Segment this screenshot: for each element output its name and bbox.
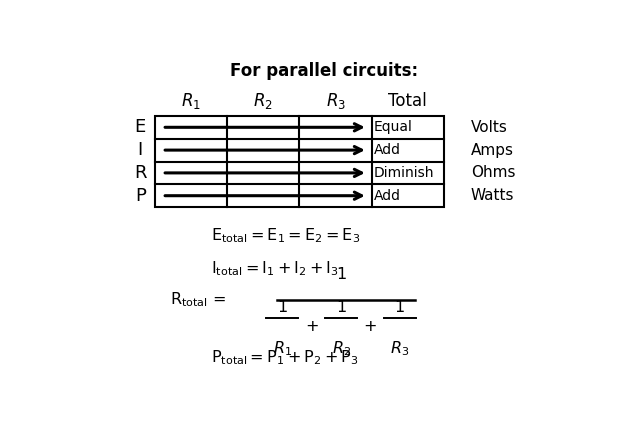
Text: Volts: Volts: [471, 120, 507, 135]
Text: Diminish: Diminish: [374, 166, 434, 180]
Text: $\mathregular{1}$: $\mathregular{1}$: [336, 266, 346, 282]
Text: +: +: [363, 319, 377, 335]
Bar: [155, 116, 444, 207]
Text: 1: 1: [336, 299, 346, 315]
Text: $\mathregular{E_{total} = E_1 = E_2 = E_3}$: $\mathregular{E_{total} = E_1 = E_2 = E_…: [211, 227, 361, 245]
Text: $\mathregular{P_{total} = P_1 + P_2 + P_3}$: $\mathregular{P_{total} = P_1 + P_2 + P_…: [211, 349, 359, 368]
Text: 1: 1: [277, 299, 288, 315]
Text: $R_2$: $R_2$: [253, 91, 273, 111]
Text: Total: Total: [389, 92, 427, 110]
Text: Ohms: Ohms: [471, 165, 515, 180]
Text: $R_2$: $R_2$: [332, 339, 351, 358]
Text: R: R: [134, 164, 147, 182]
Text: Add: Add: [374, 143, 401, 157]
Text: E: E: [135, 118, 146, 136]
Text: I: I: [138, 141, 143, 159]
Text: +: +: [305, 319, 319, 335]
Text: $R_3$: $R_3$: [390, 339, 410, 358]
Text: $\mathregular{R_{total}}$ =: $\mathregular{R_{total}}$ =: [169, 291, 226, 309]
Text: $\mathregular{I_{total} = I_1 + I_2 + I_3}$: $\mathregular{I_{total} = I_1 + I_2 + I_…: [211, 259, 339, 278]
Text: Add: Add: [374, 189, 401, 203]
Text: $R_1$: $R_1$: [181, 91, 201, 111]
Text: $R_1$: $R_1$: [273, 339, 292, 358]
Text: 1: 1: [395, 299, 405, 315]
Text: $R_3$: $R_3$: [325, 91, 346, 111]
Text: P: P: [135, 187, 145, 205]
Text: For parallel circuits:: For parallel circuits:: [230, 62, 418, 80]
Text: Amps: Amps: [471, 143, 514, 158]
Text: Equal: Equal: [374, 120, 413, 134]
Text: Watts: Watts: [471, 188, 514, 203]
